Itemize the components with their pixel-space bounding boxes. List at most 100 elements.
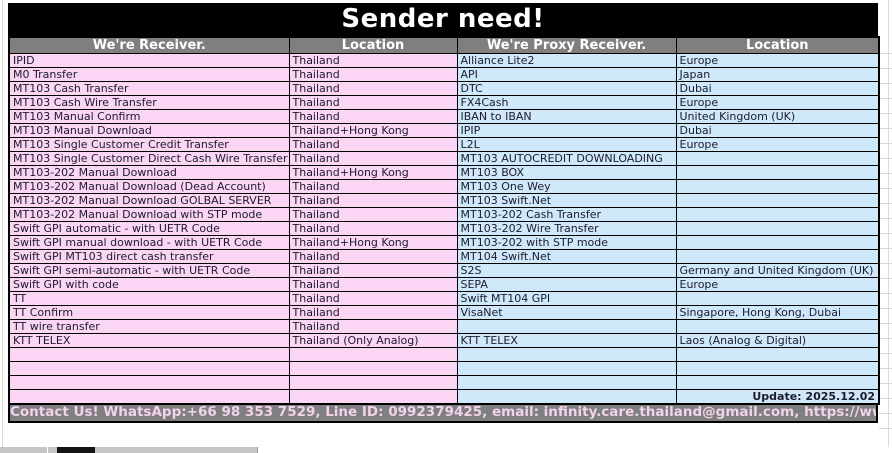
proxy-location-cell[interactable] [675,207,880,222]
receiver-cell[interactable]: IPID [8,53,290,68]
update-date-cell[interactable]: Update: 2025.12.02 [675,389,880,405]
sheet-tab-bar[interactable] [0,447,258,453]
receiver-location-cell[interactable] [288,361,458,376]
receiver-cell[interactable]: MT103-202 Manual Download GOLBAL SERVER [8,193,290,208]
receiver-location-cell[interactable]: Thailand [288,207,458,222]
proxy-receiver-cell[interactable]: S2S [456,263,677,278]
proxy-receiver-cell[interactable]: L2L [456,137,677,152]
proxy-receiver-cell[interactable]: MT103 BOX [456,165,677,180]
receiver-location-cell[interactable]: Thailand+Hong Kong [288,165,458,180]
proxy-location-cell[interactable]: Europe [675,95,880,110]
proxy-location-cell[interactable]: Europe [675,277,880,292]
receiver-cell[interactable]: KTT TELEX [8,333,290,348]
receiver-location-cell[interactable] [288,375,458,390]
proxy-receiver-cell[interactable]: KTT TELEX [456,333,677,348]
proxy-receiver-cell[interactable] [456,375,677,390]
proxy-receiver-cell[interactable] [456,319,677,334]
receiver-location-cell[interactable]: Thailand [288,319,458,334]
receiver-cell[interactable]: MT103 Cash Transfer [8,81,290,96]
receiver-cell[interactable] [8,361,290,376]
proxy-location-cell[interactable]: Japan [675,67,880,82]
proxy-location-cell[interactable]: Europe [675,137,880,152]
receiver-cell[interactable]: Swift GPI automatic - with UETR Code [8,221,290,236]
receiver-cell[interactable]: MT103 Manual Download [8,123,290,138]
receiver-cell[interactable]: Swift GPI semi-automatic - with UETR Cod… [8,263,290,278]
proxy-location-cell[interactable]: Dubai [675,81,880,96]
proxy-receiver-cell[interactable]: IBAN to IBAN [456,109,677,124]
receiver-cell[interactable]: TT Confirm [8,305,290,320]
receiver-location-cell[interactable]: Thailand [288,53,458,68]
proxy-location-cell[interactable] [675,165,880,180]
receiver-location-cell[interactable]: Thailand (Only Analog) [288,333,458,348]
proxy-receiver-cell[interactable]: MT103 AUTOCREDIT DOWNLOADING [456,151,677,166]
receiver-location-cell[interactable]: Thailand [288,221,458,236]
receiver-cell[interactable]: Swift GPI with code [8,277,290,292]
receiver-cell[interactable]: M0 Transfer [8,67,290,82]
proxy-receiver-cell[interactable]: Swift MT104 GPI [456,291,677,306]
proxy-location-cell[interactable] [675,193,880,208]
sheet-tab-strip[interactable] [0,447,892,453]
receiver-cell[interactable]: MT103 Single Customer Credit Transfer [8,137,290,152]
proxy-location-cell[interactable] [675,179,880,194]
proxy-location-cell[interactable] [675,221,880,236]
receiver-location-cell[interactable]: Thailand [288,291,458,306]
proxy-location-cell[interactable] [675,291,880,306]
receiver-cell[interactable]: Swift GPI MT103 direct cash transfer [8,249,290,264]
proxy-receiver-cell[interactable]: SEPA [456,277,677,292]
proxy-location-cell[interactable] [675,347,880,362]
proxy-receiver-cell[interactable]: MT103 One Wey [456,179,677,194]
receiver-location-cell[interactable]: Thailand [288,305,458,320]
proxy-location-cell[interactable] [675,375,880,390]
receiver-location-cell[interactable]: Thailand [288,151,458,166]
receiver-location-cell[interactable]: Thailand [288,67,458,82]
receiver-location-cell[interactable]: Thailand [288,179,458,194]
receiver-cell[interactable]: MT103 Cash Wire Transfer [8,95,290,110]
receiver-location-cell[interactable]: Thailand+Hong Kong [288,235,458,250]
proxy-location-cell[interactable] [675,319,880,334]
receiver-location-cell[interactable]: Thailand [288,249,458,264]
proxy-receiver-cell[interactable]: IPIP [456,123,677,138]
receiver-location-cell[interactable]: Thailand [288,193,458,208]
receiver-cell[interactable] [8,375,290,390]
receiver-cell[interactable]: MT103 Manual Confirm [8,109,290,124]
receiver-location-cell[interactable]: Thailand+Hong Kong [288,123,458,138]
receiver-location-cell[interactable]: Thailand [288,81,458,96]
proxy-location-cell[interactable]: Germany and United Kingdom (UK) [675,263,880,278]
receiver-location-cell[interactable] [288,389,458,405]
receiver-location-cell[interactable] [288,347,458,362]
proxy-location-cell[interactable] [675,361,880,376]
receiver-cell[interactable]: MT103-202 Manual Download (Dead Account) [8,179,290,194]
proxy-receiver-cell[interactable]: VisaNet [456,305,677,320]
proxy-location-cell[interactable] [675,235,880,250]
receiver-location-cell[interactable]: Thailand [288,109,458,124]
proxy-receiver-cell[interactable]: MT103 Swift.Net [456,193,677,208]
receiver-location-cell[interactable]: Thailand [288,277,458,292]
proxy-receiver-cell[interactable]: MT103-202 Wire Transfer [456,221,677,236]
proxy-receiver-cell[interactable]: MT104 Swift.Net [456,249,677,264]
receiver-location-cell[interactable]: Thailand [288,137,458,152]
active-sheet-tab[interactable] [57,447,95,453]
proxy-receiver-cell[interactable]: Alliance Lite2 [456,53,677,68]
proxy-receiver-cell[interactable]: DTC [456,81,677,96]
receiver-location-cell[interactable]: Thailand [288,95,458,110]
receiver-cell[interactable] [8,389,290,405]
proxy-location-cell[interactable] [675,249,880,264]
proxy-receiver-cell[interactable] [456,361,677,376]
receiver-cell[interactable]: Swift GPI manual download - with UETR Co… [8,235,290,250]
receiver-cell[interactable]: MT103 Single Customer Direct Cash Wire T… [8,151,290,166]
proxy-location-cell[interactable]: Europe [675,53,880,68]
receiver-cell[interactable] [8,347,290,362]
proxy-location-cell[interactable]: United Kingdom (UK) [675,109,880,124]
proxy-location-cell[interactable]: Dubai [675,123,880,138]
proxy-location-cell[interactable]: Laos (Analog & Digital) [675,333,880,348]
proxy-receiver-cell[interactable]: MT103-202 with STP mode [456,235,677,250]
proxy-location-cell[interactable]: Singapore, Hong Kong, Dubai [675,305,880,320]
proxy-receiver-cell[interactable]: FX4Cash [456,95,677,110]
proxy-receiver-cell[interactable] [456,389,677,405]
proxy-receiver-cell[interactable] [456,347,677,362]
receiver-location-cell[interactable]: Thailand [288,263,458,278]
proxy-location-cell[interactable] [675,151,880,166]
receiver-cell[interactable]: MT103-202 Manual Download with STP mode [8,207,290,222]
proxy-receiver-cell[interactable]: API [456,67,677,82]
proxy-receiver-cell[interactable]: MT103-202 Cash Transfer [456,207,677,222]
